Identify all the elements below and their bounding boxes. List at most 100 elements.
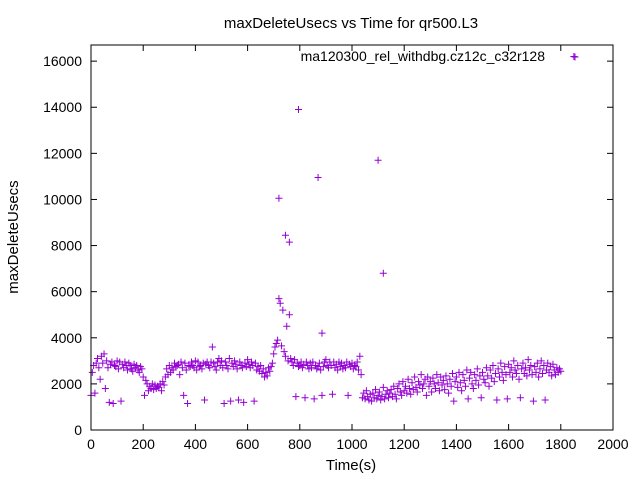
data-point: [454, 383, 462, 391]
data-point: [219, 364, 227, 372]
legend-marker-symbol: [571, 53, 579, 61]
data-point: [375, 388, 383, 396]
data-point: [399, 378, 407, 386]
data-point: [362, 387, 370, 395]
x-tick-label: 1800: [545, 436, 576, 452]
data-point: [516, 394, 524, 402]
data-point: [514, 361, 522, 369]
data-point: [413, 388, 421, 396]
data-point: [489, 361, 497, 369]
x-tick-label: 1000: [336, 436, 367, 452]
data-point: [285, 311, 293, 319]
data-point: [482, 364, 490, 372]
data-point: [160, 381, 168, 389]
data-point: [328, 390, 336, 398]
data-point: [497, 359, 505, 367]
data-point: [232, 360, 240, 368]
data-point: [463, 366, 471, 374]
data-point: [459, 371, 467, 379]
data-point: [411, 373, 419, 381]
data-point: [248, 358, 256, 366]
data-point: [180, 391, 188, 399]
data-point: [220, 399, 228, 407]
data-point: [533, 359, 541, 367]
data-point: [515, 375, 523, 383]
data-point: [528, 371, 536, 379]
data-point: [420, 380, 428, 388]
data-point: [302, 358, 310, 366]
data-point: [479, 368, 486, 376]
y-tick-label: 6000: [51, 284, 82, 300]
y-tick-label: 2000: [51, 376, 82, 392]
data-point: [405, 385, 413, 393]
data-point: [536, 365, 544, 373]
data-point: [480, 375, 488, 383]
data-point: [278, 342, 286, 350]
data-point: [91, 389, 99, 397]
data-point: [486, 366, 494, 374]
data-point: [484, 372, 492, 380]
data-point: [448, 370, 456, 378]
data-point: [467, 368, 475, 376]
y-tick-label: 4000: [51, 330, 82, 346]
data-point: [404, 375, 412, 383]
data-point: [509, 373, 517, 381]
data-point: [510, 357, 518, 365]
data-point: [212, 366, 220, 374]
x-tick-label: 2000: [597, 436, 628, 452]
data-point: [250, 397, 258, 405]
data-point: [110, 361, 118, 369]
data-point: [502, 371, 510, 379]
data-point: [133, 361, 141, 369]
data-point: [236, 358, 244, 366]
data-point: [445, 389, 453, 397]
data-point: [529, 397, 537, 405]
data-point: [233, 365, 241, 373]
x-tick-label: 400: [184, 436, 208, 452]
data-point: [227, 397, 235, 405]
data-point: [224, 365, 232, 373]
data-point: [471, 371, 479, 379]
chart-title: maxDeleteUsecs vs Time for qr500.L3: [224, 15, 478, 32]
data-point: [532, 368, 540, 376]
data-point: [473, 365, 481, 373]
data-point: [511, 366, 519, 374]
y-axis-label: maxDeleteUsecs: [5, 180, 22, 293]
data-point: [425, 382, 433, 390]
data-point: [201, 396, 209, 404]
data-point: [126, 361, 134, 369]
data-point: [373, 395, 381, 403]
x-tick-label: 200: [132, 436, 156, 452]
data-point: [458, 387, 466, 395]
data-point: [395, 380, 403, 388]
data-point: [439, 376, 447, 384]
data-point: [308, 364, 316, 372]
data-point: [374, 391, 382, 399]
data-point: [512, 370, 520, 378]
data-point: [341, 364, 349, 372]
data-point: [276, 299, 284, 307]
data-point: [177, 358, 185, 366]
data-point: [433, 371, 441, 379]
data-point: [272, 340, 280, 348]
data-point: [318, 329, 326, 337]
data-point: [468, 380, 476, 388]
data-point: [402, 382, 410, 390]
data-point: [428, 388, 436, 396]
data-point: [390, 382, 398, 390]
data-point: [283, 322, 291, 330]
data-point: [105, 398, 113, 406]
data-point: [403, 389, 411, 397]
data-points: [87, 53, 578, 407]
data-point: [124, 366, 132, 374]
x-tick-label: 1600: [493, 436, 524, 452]
data-point: [182, 366, 190, 374]
data-point: [493, 396, 501, 404]
data-point: [477, 394, 485, 402]
data-point: [159, 378, 167, 386]
data-point: [557, 367, 565, 375]
data-point: [446, 375, 454, 383]
data-point: [270, 350, 278, 358]
data-point: [498, 368, 506, 376]
